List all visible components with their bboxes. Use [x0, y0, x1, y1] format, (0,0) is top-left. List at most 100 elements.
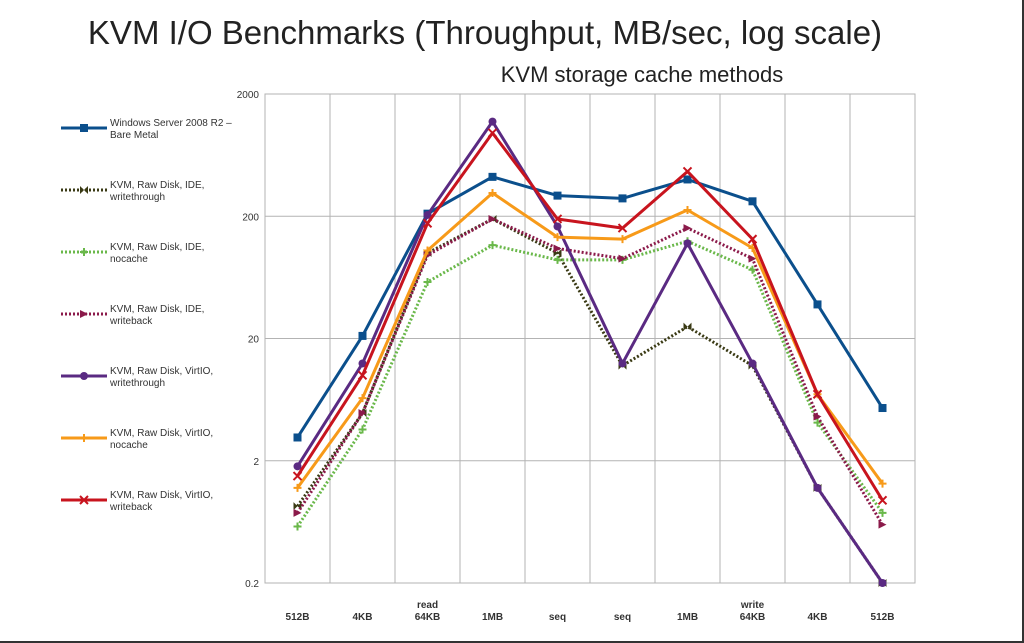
- legend-marker: [80, 124, 88, 132]
- legend-swatch: [61, 248, 107, 256]
- data-point: [553, 222, 562, 231]
- data-point: [683, 322, 692, 331]
- x-tick-label: 1MB: [482, 612, 503, 623]
- legend-swatch: [61, 310, 107, 318]
- data-point: [293, 522, 302, 531]
- x-tick-label: 512B: [871, 612, 895, 623]
- series-7: [292, 128, 888, 505]
- data-point: [488, 117, 497, 126]
- x-tick-label: 4KB: [807, 612, 827, 623]
- data-point: [748, 254, 757, 263]
- data-point: [422, 218, 433, 229]
- data-point: [552, 214, 563, 224]
- data-point: [878, 520, 887, 529]
- data-point: [358, 394, 367, 403]
- legend-swatch: [61, 495, 107, 505]
- x-tick-label: 4KB: [352, 612, 372, 623]
- legend-label: KVM, Raw Disk, VirtIO, writethrough: [110, 366, 214, 389]
- data-point: [357, 370, 368, 381]
- series-line: [296, 191, 884, 489]
- x-tick-label: seq: [549, 612, 566, 623]
- data-point: [812, 389, 823, 399]
- legend-label: Windows Server 2008 R2 – Bare Metal: [110, 118, 232, 141]
- data-point: [617, 223, 628, 233]
- y-tick-label: 20: [248, 335, 260, 346]
- y-tick-label: 2: [253, 457, 259, 468]
- data-point: [423, 210, 432, 219]
- legend-marker: [79, 495, 89, 505]
- legend-swatch: [61, 372, 107, 380]
- legend-label: KVM, Raw Disk, VirtIO, nocache: [110, 428, 214, 451]
- legend-swatch: [61, 434, 107, 442]
- series-line: [296, 120, 884, 584]
- data-point: [813, 483, 822, 492]
- data-point: [553, 244, 562, 253]
- data-point: [487, 128, 498, 138]
- data-point: [488, 172, 497, 181]
- data-point: [878, 404, 887, 413]
- data-point: [683, 224, 692, 233]
- legend-label: KVM, Raw Disk, IDE, writethrough: [110, 180, 205, 203]
- series-line: [296, 217, 884, 526]
- series-line: [296, 239, 884, 528]
- data-point: [358, 425, 367, 434]
- data-point: [358, 331, 367, 340]
- legend-swatch: [61, 124, 107, 132]
- legend-swatch: [61, 186, 107, 194]
- data-point: [683, 205, 692, 214]
- data-point: [293, 483, 302, 492]
- data-point: [748, 265, 757, 274]
- data-point: [878, 479, 887, 488]
- series-line: [296, 175, 884, 439]
- legend-label: KVM, Raw Disk, VirtIO, writeback: [110, 490, 214, 513]
- data-point: [358, 359, 367, 368]
- data-point: [423, 246, 432, 255]
- data-point: [553, 233, 562, 242]
- legend-marker: [80, 310, 88, 318]
- data-point: [488, 214, 497, 223]
- x-tick-label: 512B: [286, 612, 310, 623]
- data-point: [488, 188, 497, 197]
- legend-label: KVM, Raw Disk, IDE, writeback: [110, 304, 205, 327]
- data-point: [618, 254, 627, 263]
- data-point: [488, 241, 497, 250]
- y-tick-label: 200: [242, 212, 259, 223]
- data-point: [748, 197, 757, 206]
- data-point: [618, 194, 627, 203]
- data-point: [292, 471, 303, 481]
- x-tick-label: write 64KB: [740, 600, 766, 623]
- chart-title: KVM storage cache methods: [500, 62, 784, 87]
- data-point: [878, 579, 887, 587]
- legend-marker: [80, 186, 88, 194]
- x-tick-label: read 64KB: [415, 600, 441, 623]
- data-point: [877, 495, 888, 505]
- series-line: [296, 131, 884, 502]
- y-tick-label: 2000: [237, 90, 260, 101]
- x-tick-label: seq: [614, 612, 631, 623]
- data-point: [813, 300, 822, 309]
- data-point: [293, 508, 302, 517]
- page-title: KVM I/O Benchmarks (Throughput, MB/sec, …: [87, 14, 883, 51]
- series-4: [293, 214, 887, 529]
- y-tick-label: 0.2: [245, 579, 259, 590]
- data-point: [553, 255, 562, 264]
- data-point: [618, 235, 627, 244]
- data-point: [878, 508, 887, 517]
- legend-label: KVM, Raw Disk, IDE, nocache: [110, 242, 205, 265]
- x-tick-label: 1MB: [677, 612, 698, 623]
- data-point: [553, 191, 562, 200]
- data-point: [293, 433, 302, 442]
- legend-marker: [80, 434, 88, 442]
- data-point: [618, 359, 627, 368]
- data-point: [293, 462, 302, 471]
- data-point: [813, 418, 822, 427]
- data-point: [747, 234, 758, 244]
- series-6: [293, 188, 887, 492]
- data-point: [683, 239, 692, 248]
- data-point: [813, 412, 822, 421]
- legend-marker: [80, 248, 88, 256]
- data-point: [358, 409, 367, 418]
- data-point: [683, 175, 692, 184]
